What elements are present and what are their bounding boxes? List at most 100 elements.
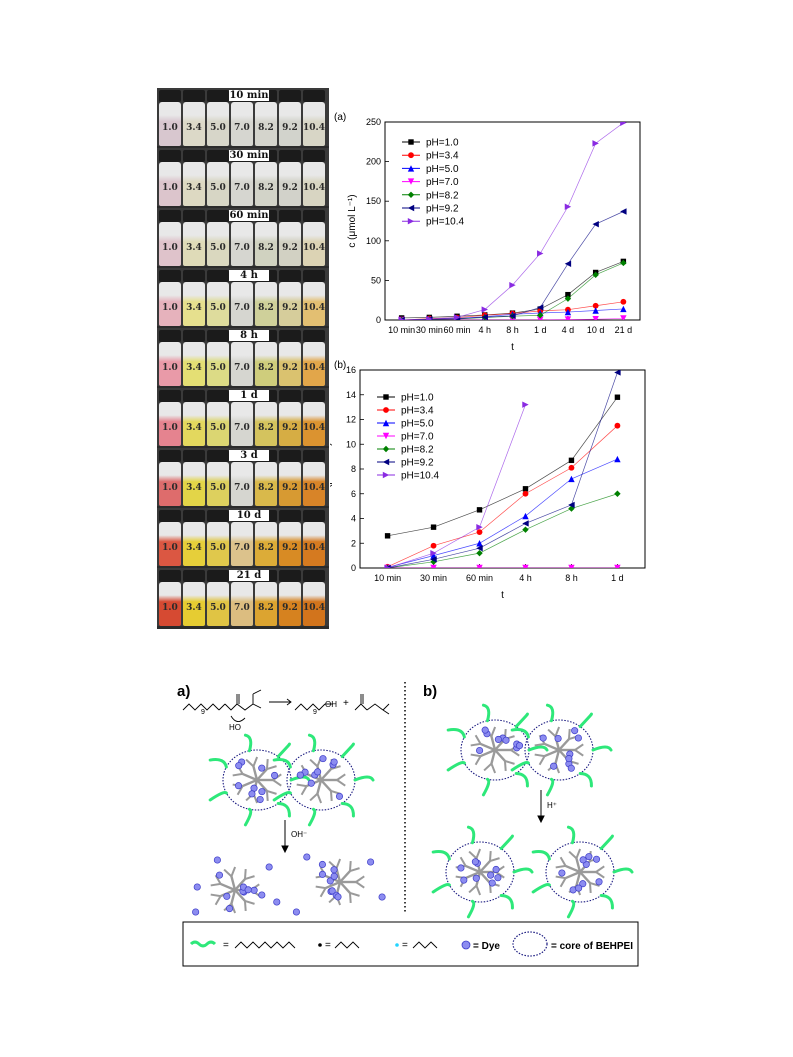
dendrimer-branch bbox=[266, 789, 277, 795]
vial-cap bbox=[207, 150, 229, 162]
vial-ph-label: 8.2 bbox=[258, 423, 274, 433]
dye-molecule bbox=[567, 764, 575, 772]
vial-strip: 1.0 3.4 5.0 7.0 8.2 9.2 10.4 8 h bbox=[157, 328, 329, 386]
dye-molecule bbox=[472, 874, 480, 882]
vial bbox=[279, 162, 301, 206]
vial bbox=[303, 522, 325, 566]
vial-cap bbox=[159, 390, 181, 402]
vial-cap bbox=[183, 570, 205, 582]
dye-molecule bbox=[481, 726, 489, 734]
vial bbox=[279, 402, 301, 446]
vial-cap bbox=[279, 90, 301, 102]
y-axis-label: c (μmol L⁻¹) bbox=[330, 442, 333, 495]
dye-molecule bbox=[225, 905, 234, 913]
vial-ph-label: 9.2 bbox=[282, 303, 298, 313]
dendrimer-branch bbox=[243, 869, 247, 880]
series-line bbox=[387, 404, 526, 568]
legend-label: pH=10.4 bbox=[426, 217, 465, 228]
time-label: 10 d bbox=[229, 510, 269, 521]
chart-a: (a) 0 50 100 150 200 250 10 min 30 min 60 min 4 h 8… bbox=[334, 112, 641, 353]
vial-strip: 1.0 3.4 5.0 7.0 8.2 9.2 10.4 1 d bbox=[157, 388, 329, 446]
dendrimer-branch bbox=[242, 778, 258, 788]
dendrimer-branch bbox=[475, 848, 482, 859]
dendrimer-branch bbox=[245, 758, 255, 768]
vial bbox=[255, 282, 277, 326]
x-tick-label: 10 min bbox=[374, 573, 401, 583]
vial-ph-label: 3.4 bbox=[186, 243, 202, 253]
free-dye bbox=[378, 893, 386, 901]
vial bbox=[159, 522, 181, 566]
data-point bbox=[592, 316, 599, 320]
vial bbox=[231, 462, 253, 506]
y-tick-label: 0 bbox=[351, 563, 356, 573]
panel-label: (b) bbox=[334, 360, 346, 371]
vial-ph-label: 3.4 bbox=[186, 183, 202, 193]
legend-label: pH=1.0 bbox=[426, 138, 459, 149]
vial bbox=[207, 582, 229, 626]
vial bbox=[183, 102, 205, 146]
dendrimer-branch bbox=[230, 903, 237, 914]
vial-ph-label: 9.2 bbox=[282, 363, 298, 373]
data-point bbox=[620, 305, 627, 313]
vial bbox=[159, 282, 181, 326]
vial bbox=[303, 402, 325, 446]
dye-molecule bbox=[585, 853, 593, 861]
vial-ph-label: 8.2 bbox=[258, 303, 274, 313]
vial bbox=[255, 522, 277, 566]
data-point bbox=[407, 178, 415, 185]
dye-molecule bbox=[502, 736, 510, 744]
y-tick-label: 8 bbox=[351, 464, 356, 474]
vial-ph-label: 9.2 bbox=[282, 243, 298, 253]
vial-ph-label: 8.2 bbox=[258, 543, 274, 553]
dendrimer-branch bbox=[223, 868, 233, 878]
dendrimer-branch bbox=[339, 870, 351, 883]
series-line bbox=[387, 458, 618, 568]
vial-ph-label: 10.4 bbox=[303, 423, 325, 433]
data-point bbox=[522, 526, 529, 533]
vial-ph-label: 8.2 bbox=[258, 483, 274, 493]
vial-cap bbox=[183, 390, 205, 402]
alkyl-arm bbox=[340, 801, 355, 818]
vial bbox=[207, 222, 229, 266]
dendrimer-branch bbox=[559, 856, 567, 867]
dye-molecule bbox=[318, 870, 327, 878]
alkyl-arm bbox=[243, 733, 253, 753]
data-point bbox=[398, 316, 405, 320]
vial-cap bbox=[159, 570, 181, 582]
alkyl-arm bbox=[512, 867, 534, 874]
plus-sign: + bbox=[343, 698, 349, 709]
vial-strip: 1.0 3.4 5.0 7.0 8.2 9.2 10.4 30 min bbox=[157, 148, 329, 206]
vial bbox=[279, 582, 301, 626]
data-point bbox=[384, 533, 391, 539]
data-point bbox=[382, 458, 390, 466]
series-line bbox=[401, 211, 624, 320]
dendrimer-branch bbox=[320, 768, 332, 781]
vial-ph-label: 8.2 bbox=[258, 123, 274, 133]
dendrimer-branch bbox=[266, 765, 277, 771]
x-tick-label: 8 h bbox=[565, 573, 578, 583]
dendrimer-branch bbox=[230, 889, 237, 904]
legend-label: pH=3.4 bbox=[426, 151, 459, 162]
vial bbox=[231, 402, 253, 446]
alkyl-arm bbox=[527, 745, 549, 752]
legend-label: pH=9.2 bbox=[426, 204, 459, 215]
h-plus-label: H⁺ bbox=[547, 801, 557, 810]
alkyl-arm bbox=[510, 728, 530, 739]
data-point bbox=[476, 523, 483, 531]
free-dye bbox=[292, 908, 300, 916]
dendrimer-branch bbox=[579, 871, 591, 884]
data-point bbox=[564, 316, 572, 320]
dendrimer-branch bbox=[595, 871, 605, 879]
legend-betaine-acid bbox=[412, 941, 438, 949]
data-point bbox=[522, 512, 529, 520]
vial-cap bbox=[303, 510, 325, 522]
dendrimer-branch bbox=[468, 884, 478, 894]
series-line bbox=[387, 425, 618, 568]
data-point bbox=[383, 407, 389, 413]
dye-molecule bbox=[330, 872, 338, 880]
legend: pH=1.0 pH=3.4 pH=5.0 pH=7.0 pH=8.2 pH=9.2 pH=1… bbox=[402, 138, 465, 228]
dendrimer-cluster bbox=[210, 866, 266, 914]
data-point bbox=[522, 564, 529, 568]
dendrimer-cluster bbox=[208, 733, 311, 827]
dendrimer-branch bbox=[474, 734, 482, 745]
